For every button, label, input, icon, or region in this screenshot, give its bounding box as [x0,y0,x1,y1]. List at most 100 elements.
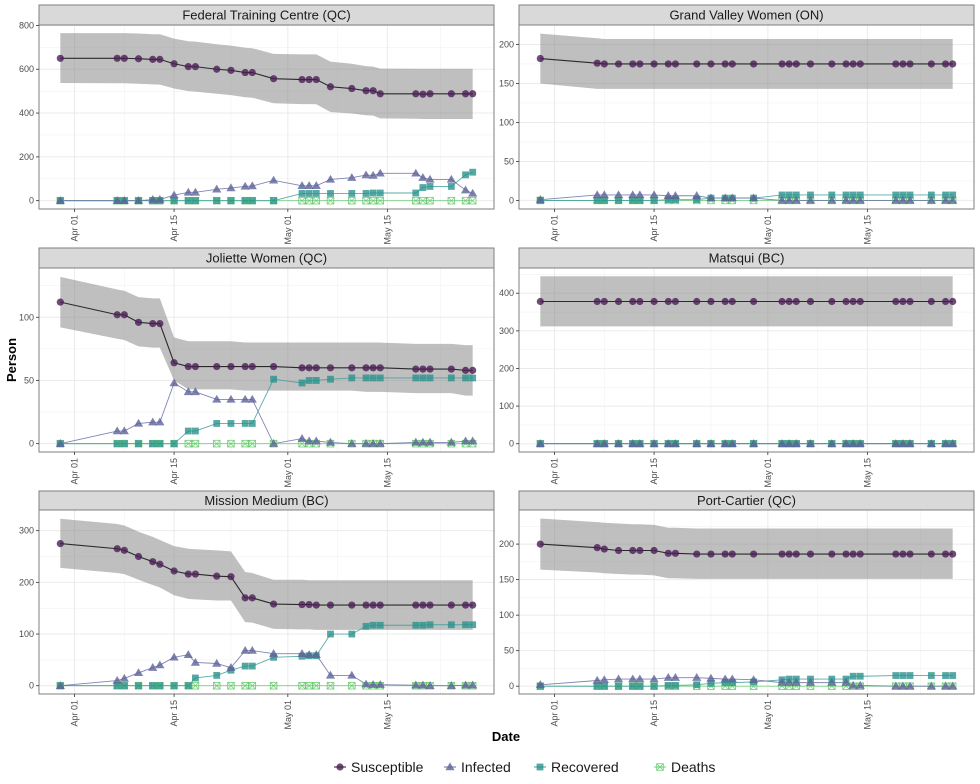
deaths-marker-cross [305,682,313,690]
deaths-marker-box [248,681,257,690]
infected-point [720,674,730,683]
legend-key-square-cross-open-icon [656,763,664,771]
infected-point [940,681,951,690]
susceptible-band [60,518,473,630]
infected-point [827,439,837,447]
legend-label: Recovered [551,759,619,775]
y-tick-label: 0 [509,681,514,691]
infected-point [855,439,865,447]
panel-title: Mission Medium (BC) [204,493,328,508]
x-tick-label: May 15 [862,215,872,245]
susceptible-point [56,298,64,306]
deaths-marker-box [248,439,257,448]
infected-point [112,196,122,204]
infected-point [247,394,257,403]
infected-point [446,437,456,446]
y-tick-label: 200 [19,152,34,162]
deaths-marker-cross [426,197,434,205]
x-tick-label: Apr 15 [649,458,659,485]
susceptible-point [650,546,658,555]
recovered-point [899,672,907,679]
susceptible-point [892,550,900,558]
susceptible-point [778,60,786,68]
infected-point [311,650,321,658]
deaths-marker-box [419,196,427,205]
y-tick-label: 800 [19,20,34,30]
susceptible-point [149,55,157,63]
susceptible-point [369,87,377,95]
recovered-point [650,682,658,690]
deaths-marker-cross [348,197,356,205]
recovered-point [664,682,672,689]
infected-point [635,439,645,447]
x-tick-label: Apr 01 [550,215,560,242]
susceptible-point [305,75,313,84]
deaths-marker-cross [227,440,235,448]
recovered-point [305,190,313,197]
susceptible-point [636,60,644,68]
infected-point [304,436,314,445]
susceptible-point [593,297,601,306]
susceptible-point [312,601,320,609]
infected-point [148,663,158,671]
susceptible-point [134,552,143,561]
infected-point [841,439,851,447]
infected-point [805,195,816,204]
susceptible-point [56,539,64,548]
infected-point [119,426,129,435]
recovered-point [213,197,221,205]
infected-point [183,650,193,658]
recovered-point [270,197,278,205]
deaths-marker-cross [362,197,370,205]
susceptible-point [191,570,200,578]
deaths-point [312,681,321,690]
deaths-marker-box [312,681,321,690]
deaths-point [305,681,313,690]
infected-point [628,674,638,683]
deaths-point [426,196,434,205]
recovered-point [184,197,192,205]
infected-point [226,394,236,403]
deaths-marker-cross [298,682,306,690]
deaths-marker-box [184,439,193,448]
infected-point [599,439,609,447]
susceptible-point [927,297,935,306]
susceptible-point [693,60,701,68]
deaths-marker-cross [326,197,335,205]
infected-point [905,195,915,204]
deaths-marker-cross [312,197,320,205]
recovered-point [906,672,914,679]
susceptible-point [113,54,121,62]
infected-point [706,439,716,447]
legend: Susceptible Infected Recovered Deaths [334,759,715,775]
susceptible-point [348,364,356,372]
infected-point [212,394,222,403]
deaths-marker-box [212,439,221,448]
y-tick-label: 100 [499,117,514,127]
recovered-point [927,672,935,679]
recovered-point [942,191,949,199]
susceptible-point [614,60,623,68]
deaths-point [298,196,306,205]
infected-point [325,174,336,183]
recovered-point [906,191,914,199]
legend-key-square-icon [536,763,544,771]
infected-point [706,193,716,202]
deaths-point [305,196,313,205]
deaths-point [212,681,221,690]
deaths-marker-cross [376,197,384,205]
recovered-point [419,374,427,382]
susceptible-point [134,318,143,326]
infected-point [425,681,435,689]
x-tick-label: May 15 [382,458,392,488]
susceptible-point [949,297,957,306]
infected-point [926,681,936,690]
infected-point [891,195,901,204]
susceptible-point [593,544,601,552]
susceptible-point [806,550,815,558]
susceptible-point [120,546,128,554]
susceptible-point [785,550,793,558]
susceptible-point [412,365,420,373]
deaths-point [419,196,427,205]
deaths-point [348,681,356,690]
